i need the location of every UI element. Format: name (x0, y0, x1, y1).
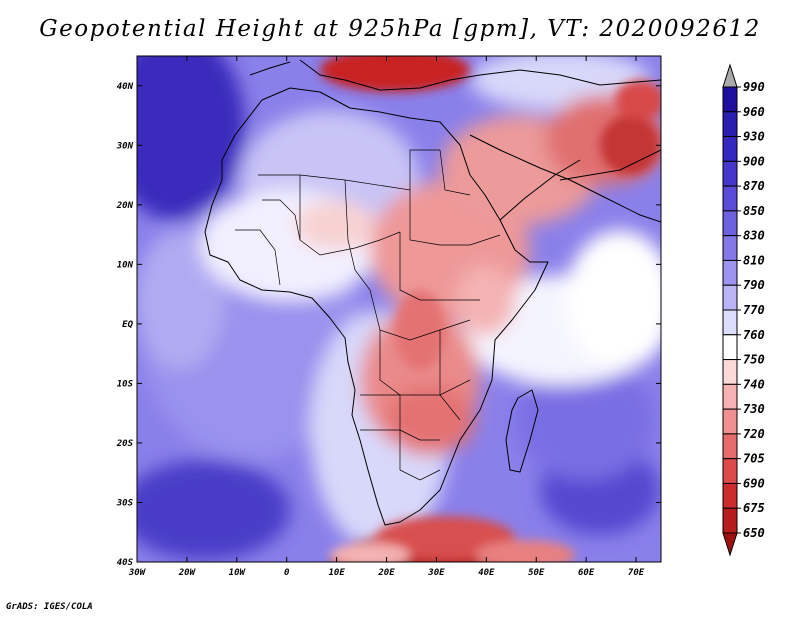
colorbar-label: 720 (743, 427, 765, 441)
lon-tick-label: 70E (628, 568, 645, 578)
lon-tick-label: 60E (578, 568, 595, 578)
lon-tick-label: 10E (328, 568, 345, 578)
colorbar-label: 990 (743, 80, 765, 94)
colorbar-label: 830 (743, 229, 765, 243)
map-title: Geopotential Height at 925hPa [gpm], VT:… (39, 16, 761, 42)
axis-ticks: 30W 20W 10W 0 10E 20E 30E 40E 50E 60E 70E 40N 30N 20N… (116, 56, 661, 578)
colorbar-box (722, 383, 738, 410)
colorbar-label: 730 (743, 402, 765, 416)
colorbar-label: 650 (743, 526, 765, 540)
colorbar-box (722, 136, 738, 162)
lon-tick-label: 20W (178, 568, 197, 578)
lat-tick-label: 10N (117, 260, 134, 270)
map-frame (136, 55, 662, 563)
colorbar-box (722, 359, 738, 385)
colorbar-label: 900 (743, 154, 765, 168)
lon-tick-label: 30W (128, 568, 147, 578)
colorbar-over-arrow (722, 63, 738, 88)
colorbar-label: 740 (743, 377, 765, 391)
colorbar-box (722, 309, 738, 336)
lon-tick-label: 50E (528, 568, 545, 578)
colorbar-label: 790 (743, 278, 765, 292)
lat-tick-label: 20N (116, 201, 134, 211)
colorbar-label: 850 (743, 204, 765, 218)
colorbar-box (722, 408, 738, 435)
colorbar-label: 930 (743, 130, 765, 144)
colorbar-box (722, 433, 738, 460)
lon-tick-label: 0 (284, 568, 290, 578)
lat-tick-label: EQ (122, 320, 133, 330)
height-extremes (320, 56, 661, 562)
colorbar-box (722, 284, 738, 311)
credit-text: GrADS: IGES/COLA (6, 602, 93, 612)
colorbar-under-arrow (722, 532, 738, 557)
height-field (137, 56, 661, 560)
map-area (137, 56, 661, 562)
colorbar-label: 705 (743, 452, 765, 466)
colorbar-label: 810 (743, 253, 765, 267)
colorbar-box (722, 86, 738, 113)
colorbar: 990 960 930 900 870 850 830 810 790 770 760 750 740 7… (722, 63, 765, 557)
lon-tick-label: 30E (427, 568, 445, 578)
lat-tick-label: 10S (117, 379, 134, 389)
colorbar-box (722, 259, 738, 286)
colorbar-box (722, 210, 738, 237)
colorbar-label: 870 (743, 179, 765, 193)
colorbar-box (722, 111, 738, 138)
colorbar-box (722, 160, 738, 187)
lat-tick-label: 40S (117, 558, 134, 568)
colorbar-box (722, 235, 738, 261)
colorbar-box (722, 458, 738, 484)
lat-tick-label: 20S (116, 439, 134, 449)
coastlines (204, 59, 661, 526)
colorbar-label: 960 (743, 105, 765, 119)
lat-tick-label: 30S (116, 498, 134, 508)
colorbar-box (722, 185, 738, 212)
country-borders (235, 149, 501, 481)
colorbar-label: 750 (743, 353, 765, 367)
colorbar-box (722, 507, 738, 534)
lat-tick-label: 30N (116, 141, 134, 151)
colorbar-label: 690 (743, 476, 765, 490)
colorbar-label: 770 (743, 303, 765, 317)
colorbar-box (722, 482, 738, 509)
colorbar-label: 675 (743, 501, 765, 515)
lat-tick-label: 40N (117, 82, 134, 92)
lon-tick-label: 10W (229, 568, 247, 578)
colorbar-box (722, 334, 738, 361)
colorbar-label: 760 (743, 328, 765, 342)
lon-tick-label: 20E (377, 568, 395, 578)
lon-tick-label: 40E (478, 568, 495, 578)
